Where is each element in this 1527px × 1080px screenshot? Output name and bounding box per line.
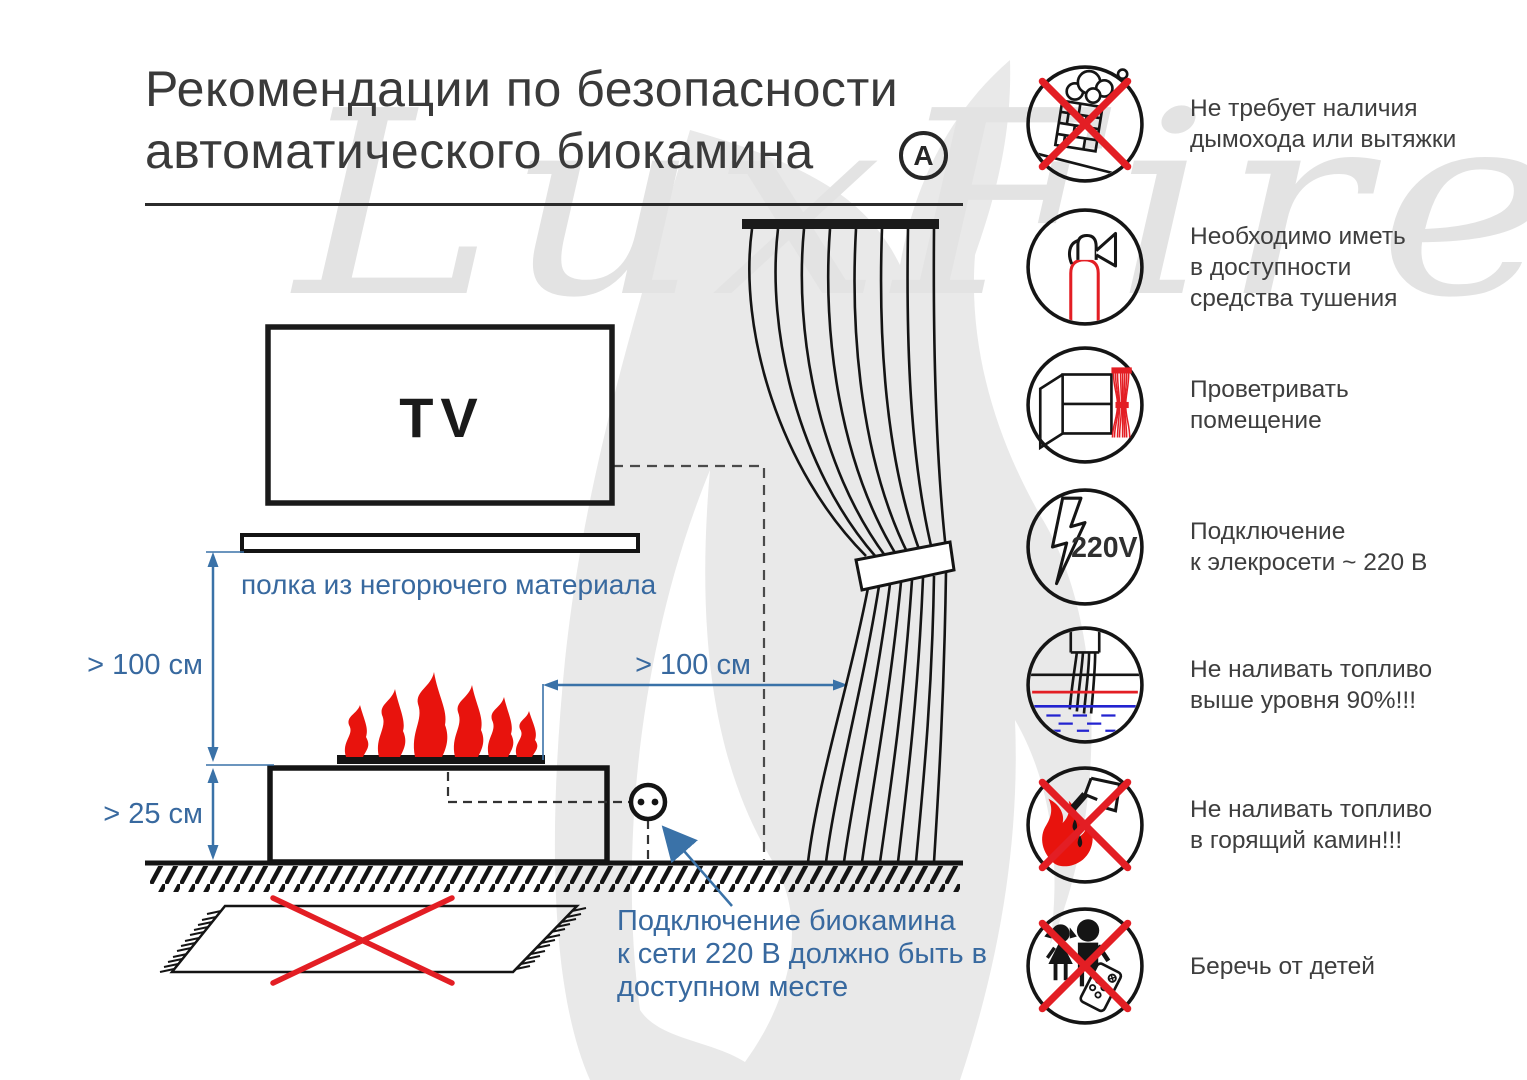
ventilate-room-icon: [1026, 346, 1144, 464]
curtain: [742, 219, 956, 863]
safety-rule-row-ventilate: Проветривать помещение: [1024, 344, 1514, 466]
safety-rule-label: Не наливать топливо в горящий камин!!!: [1190, 796, 1433, 854]
page-title-line1: Рекомендации по безопасности: [145, 61, 899, 117]
safety-rule-row-extinguisher: Необходимо иметь в доступности средства …: [1024, 206, 1514, 328]
dim-fireplace-height: [207, 768, 219, 860]
flame-icon: [1042, 798, 1093, 867]
fireplace-box: [267, 765, 610, 865]
safety-rule-label: Проветривать помещение: [1190, 376, 1349, 434]
safety-rule-row-no-refuel: Не наливать топливо в горящий камин!!!: [1024, 764, 1514, 886]
safety-rule-label: Необходимо иметь в доступности средства …: [1190, 222, 1406, 312]
dim-fireplace-height-label: > 25 см: [103, 798, 203, 830]
dim-fireplace-to-curtain: [542, 679, 848, 760]
outlet-note: Подключение биокамина к сети 220 В должн…: [617, 905, 987, 1003]
safety-rule-row-fuel-level: Не наливать топливо выше уровня 90%!!!: [1024, 624, 1514, 746]
keep-away-children-icon: [1026, 907, 1144, 1025]
automatic-badge: A: [899, 131, 948, 180]
outlet-note-arrow: [661, 825, 733, 907]
outlet-note-line3: доступном месте: [617, 971, 848, 1003]
dim-shelf-to-burner: [206, 551, 274, 766]
fuel-level-90-icon: [1026, 626, 1144, 744]
safety-rule-label: Подключение к элекросети ~ 220 В: [1190, 518, 1428, 576]
shelf: [240, 533, 640, 553]
fire-extinguisher-icon: [1026, 208, 1144, 326]
rug: [159, 904, 587, 974]
burner-bar: [337, 755, 545, 764]
no-refuel-burning-icon: [1026, 766, 1144, 884]
power-220v-icon: 220V: [1026, 488, 1144, 606]
no-chimney-icon: [1026, 65, 1144, 183]
dim-shelf-to-burner-label: > 100 см: [87, 649, 203, 681]
fireplace-cable-dashed-line: [446, 772, 630, 804]
shelf-label: полка из негорючего материала: [241, 569, 657, 600]
fuel-canister-icon: [1068, 776, 1122, 814]
outlet-note-line2: к сети 220 В должно быть в: [617, 938, 987, 970]
flames: [344, 672, 538, 757]
tv-cable-dashed-line: [613, 464, 766, 860]
voltage-badge: 220V: [1071, 532, 1137, 564]
safety-rule-row-power: 220V Подключение к элекросети ~ 220 В: [1024, 486, 1514, 608]
safety-rule-label: Беречь от детей: [1190, 952, 1375, 980]
safety-rule-label: Не наливать топливо выше уровня 90%!!!: [1190, 656, 1433, 714]
tv: TV: [265, 324, 615, 506]
tv-label: TV: [399, 386, 485, 449]
page-title-line2: автоматического биокамина: [145, 123, 814, 179]
safety-rule-row-children: Беречь от детей: [1024, 905, 1514, 1027]
dim-fireplace-to-curtain-label: > 100 см: [635, 649, 751, 681]
floor: [145, 860, 963, 892]
lightning-icon: [1050, 496, 1087, 586]
curtain-tie-band: [854, 540, 956, 592]
safety-rule-label: Не требует наличия дымохода или вытяжки: [1190, 95, 1457, 153]
outlet-note-line1: Подключение биокамина: [617, 905, 956, 937]
power-outlet-icon: [628, 782, 668, 822]
automatic-badge-letter: A: [913, 139, 934, 171]
safety-rule-row-no-chimney: Не требует наличия дымохода или вытяжки: [1024, 63, 1514, 185]
title-underline: [145, 203, 963, 206]
rug-cross-icon: [270, 895, 455, 986]
curtain-rod: [742, 219, 939, 229]
